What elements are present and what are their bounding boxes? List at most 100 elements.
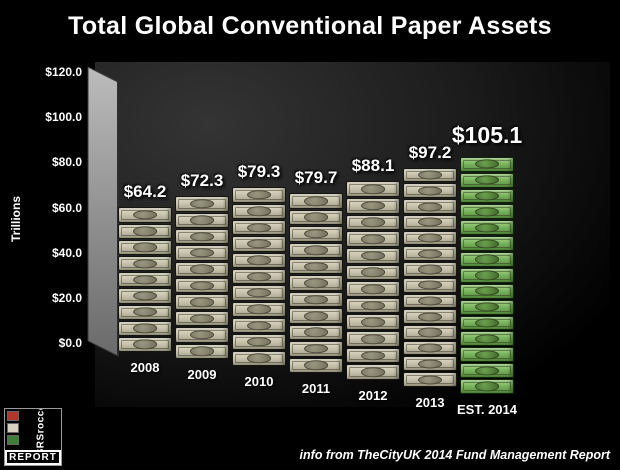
dollar-bill-icon <box>118 223 172 239</box>
x-axis-label: EST. 2014 <box>457 402 517 417</box>
x-axis-label: 2011 <box>301 381 331 396</box>
dollar-bill-icon <box>346 347 400 364</box>
y-tick-label: $120.0 <box>45 65 82 79</box>
dollar-bill-icon <box>460 204 514 220</box>
dollar-bill-icon <box>403 230 457 246</box>
logo-badge-green-icon <box>7 435 19 445</box>
dollar-bill-icon <box>403 309 457 325</box>
dollar-bill-icon <box>346 214 400 231</box>
dollar-bill-icon <box>175 245 229 261</box>
dollar-bill-icon <box>403 214 457 230</box>
dollar-bill-icon <box>460 379 514 394</box>
dollar-bill-icon <box>403 167 457 183</box>
dollar-bill-icon <box>232 187 286 203</box>
srsrocco-report-logo: SRSrocco REPORT <box>4 408 62 466</box>
dollar-bill-icon <box>460 172 514 188</box>
source-note: info from TheCityUK 2014 Fund Management… <box>299 448 610 462</box>
bar-2009 <box>175 195 229 360</box>
bar-2013 <box>403 167 457 387</box>
dollar-bill-icon <box>289 291 343 308</box>
y-tick-label: $100.0 <box>45 110 82 125</box>
logo-top: SRSrocco <box>5 409 61 450</box>
logo-badge-strip <box>5 409 20 450</box>
dollar-bill-icon <box>289 209 343 226</box>
dollar-bill-icon <box>232 350 286 367</box>
dollar-bill-icon <box>232 334 286 350</box>
dollar-bill-icon <box>403 356 457 372</box>
dollar-bill-icon <box>118 336 172 353</box>
y-tick-label: $80.0 <box>51 155 82 170</box>
y-tick-label: $20.0 <box>51 290 82 305</box>
dollar-bill-icon <box>232 219 286 236</box>
x-axis-label: 2008 <box>130 360 160 375</box>
dollar-bill-icon <box>403 183 457 199</box>
dollar-bill-icon <box>346 297 400 314</box>
dollar-bill-icon <box>346 181 400 197</box>
dollar-bill-icon <box>460 267 514 283</box>
dollar-bill-icon <box>460 331 514 347</box>
dollar-bill-icon <box>232 236 286 252</box>
y-axis-title: Trillions <box>9 196 23 243</box>
dollar-bill-icon <box>289 226 343 242</box>
bar-value-label: $72.3 <box>180 171 224 191</box>
dollar-bill-icon <box>346 231 400 247</box>
dollar-bill-icon <box>289 193 343 209</box>
dollar-bill-icon <box>289 242 343 259</box>
dollar-bill-icon <box>175 212 229 228</box>
bar-2008 <box>118 206 172 353</box>
dollar-bill-icon <box>175 196 229 212</box>
x-axis-label: 2010 <box>244 374 274 389</box>
dollar-bill-icon <box>346 247 400 264</box>
bar-2010 <box>232 186 286 367</box>
dollar-bill-icon <box>175 261 229 278</box>
dollar-bill-icon <box>403 293 457 309</box>
dollar-bill-icon <box>403 372 457 387</box>
dollar-bill-icon <box>460 315 514 331</box>
y-tick-label: $40.0 <box>51 245 82 260</box>
y-tick-label: $60.0 <box>51 200 82 215</box>
logo-badge-red-icon <box>7 411 19 421</box>
dollar-bill-icon <box>460 188 514 204</box>
dollar-bill-icon <box>232 252 286 268</box>
dollar-bill-icon <box>232 268 286 285</box>
logo-vertical-text: SRSrocco <box>35 409 47 450</box>
dollar-bill-icon <box>232 318 286 334</box>
dollar-bill-icon <box>460 236 514 252</box>
bar-est-2014 <box>460 156 514 394</box>
dollar-bill-icon <box>232 203 286 219</box>
x-axis-label: 2009 <box>187 367 217 382</box>
logo-badge-white-icon <box>7 423 19 433</box>
dollar-bill-icon <box>289 357 343 373</box>
dollar-bill-icon <box>403 262 457 277</box>
logo-vertical-text-wrap: SRSrocco <box>20 409 61 450</box>
dollar-bill-icon <box>403 199 457 214</box>
dollar-bill-icon <box>118 304 172 320</box>
bar-2012 <box>346 180 400 380</box>
dollar-bill-icon <box>346 264 400 281</box>
y-tick-label: $0.0 <box>58 336 82 350</box>
dollar-bill-icon <box>460 283 514 299</box>
bar-value-label: $79.7 <box>294 168 338 188</box>
dollar-bill-icon <box>460 299 514 315</box>
logo-report-text: REPORT <box>5 450 61 465</box>
x-axis-label: 2013 <box>415 395 445 410</box>
bar-2011 <box>289 192 343 373</box>
dollar-bill-icon <box>175 343 229 360</box>
dollar-bill-icon <box>460 220 514 236</box>
dollar-bill-icon <box>460 347 514 363</box>
x-axis-label: 2012 <box>358 388 388 403</box>
dollar-bill-icon <box>175 327 229 343</box>
dollar-bill-icon <box>175 294 229 310</box>
dollar-bill-icon <box>403 340 457 356</box>
dollar-bill-icon <box>289 308 343 324</box>
dollar-bill-icon <box>346 281 400 297</box>
dollar-bill-icon <box>118 272 172 288</box>
dollar-bill-icon <box>289 275 343 291</box>
dollar-bill-icon <box>289 324 343 341</box>
dollar-bill-icon <box>403 246 457 262</box>
dollar-bill-icon <box>232 301 286 317</box>
chart-title: Total Global Conventional Paper Assets <box>68 12 552 40</box>
bar-value-label: $79.3 <box>237 162 281 182</box>
dollar-bill-icon <box>346 364 400 380</box>
